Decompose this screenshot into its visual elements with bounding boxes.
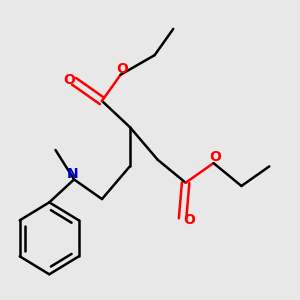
Text: O: O (116, 62, 128, 76)
Text: O: O (64, 73, 75, 87)
Text: N: N (67, 167, 78, 181)
Text: O: O (209, 150, 221, 164)
Text: O: O (183, 213, 195, 227)
